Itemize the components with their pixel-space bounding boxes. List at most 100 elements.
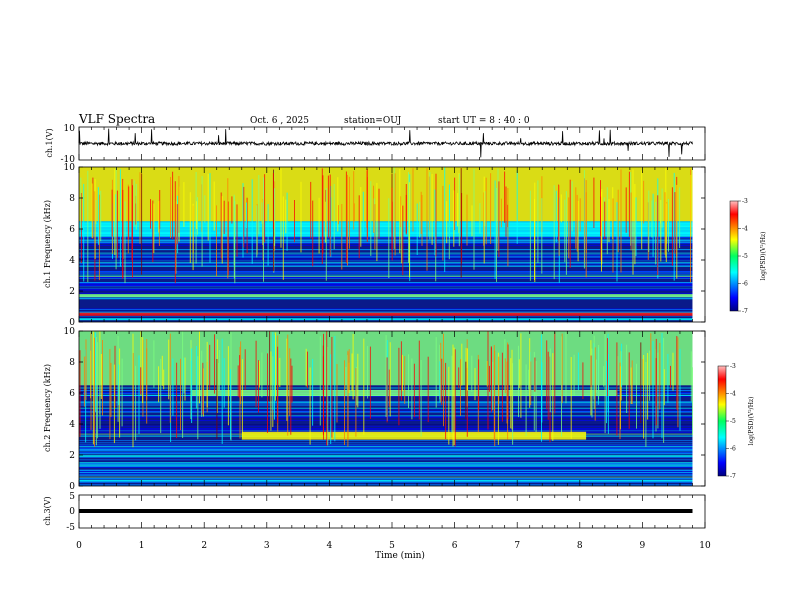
spectrogram-streak [649,350,651,401]
spectrogram-streak [79,350,81,437]
spectrogram-streak [258,360,259,413]
spectrogram-streak [327,347,329,446]
ch1-ylabel-line: ch.1 Frequency (kHz) [43,200,52,288]
spectrogram-streak [506,361,508,424]
spectrogram-streak [251,179,253,264]
spectrogram-line [79,445,693,447]
spectrogram-streak [510,358,512,429]
spectrogram-streak [83,356,85,407]
spectrogram-streak [87,170,89,282]
ch2-spectrogram-panel: 0 2 4 6 8 10 ch.2 Frequency (kHz) [43,327,706,492]
spectrogram-streak [270,351,272,431]
spectrogram-streak [409,182,410,278]
spectrogram-line [79,464,693,466]
spectrogram-streak [373,185,374,233]
spectrogram-streak [300,181,302,253]
spectrogram-streak [309,367,311,445]
spectrogram-streak [183,357,185,394]
spectrogram-line [79,442,693,444]
spectrogram-streak [553,185,555,280]
ch3-ytick-bottom: -5 [66,523,75,533]
spectrogram-streak [660,199,662,262]
x-tick-label: 0 [76,541,82,551]
spectrogram-streak [348,349,350,391]
spectrogram-streak [671,187,673,266]
spectrogram-line [79,242,693,243]
spectrogram-line [79,453,693,455]
spectrogram-streak [240,341,242,404]
spectrogram-streak [191,348,193,423]
spectrogram-streak [345,171,347,263]
spectrogram-streak [115,194,117,230]
spectrogram-streak [670,365,671,388]
spectrogram-streak [121,358,123,427]
spectrogram-streak [490,173,492,244]
spectrogram-streak [647,353,649,420]
spectrogram-line [79,463,693,464]
spectrogram-streak [275,332,276,401]
spectrogram-line [79,446,693,447]
spectrogram-streak [334,336,336,442]
spectrogram-streak [231,196,233,224]
spectrogram-ytick-label: 4 [69,256,75,266]
spectrogram-line [79,440,693,441]
spectrogram-streak [621,343,623,387]
spectrogram-streak [95,332,96,412]
spectrogram-streak [512,363,514,445]
spectrogram-streak [178,176,180,233]
spectrogram-line [79,270,693,272]
spectrogram-band-1 [79,221,693,237]
spectrogram-streak [158,200,160,246]
spectrogram-line [79,285,693,286]
spectrogram-ytick-label: 6 [69,225,75,235]
spectrogram-streak [674,192,676,254]
spectrogram-streak [239,355,241,398]
spectrogram-streak [258,360,260,388]
spectrogram-streak [454,349,456,447]
spectrogram-streak [511,349,513,430]
ch3-ytick-mid: 0 [69,507,75,517]
spectrogram-streak [427,356,429,423]
spectrogram-streak [312,358,314,426]
spectrogram-line [79,262,693,264]
spectrogram-streak [172,171,174,240]
spectrogram-streak [119,348,121,438]
spectrogram-streak [479,203,481,234]
spectrogram-streak [420,191,422,234]
spectrogram-ytick-label: 4 [69,420,75,430]
spectrogram-streak [453,190,455,247]
ch1-ytick-bottom: -10 [61,155,76,165]
spectrogram-streak [635,197,637,256]
spectrogram-line [79,243,693,245]
spectrogram-streak [642,359,644,386]
spectrogram-streak [652,341,654,439]
spectrogram-line [79,456,693,458]
spectrogram-line [79,473,693,475]
spectrogram-streak [577,201,579,262]
spectrogram-streak [223,358,225,408]
spectrogram-streak [484,191,486,226]
spectrogram-line [79,289,693,291]
x-axis-label: Time (min) [375,550,425,561]
spectrogram-streak [294,200,295,243]
spectrogram-streak [213,181,215,231]
spectrogram-streak [135,184,137,230]
spectrogram-streak [607,354,609,434]
ch1-colorbar: -3 -4 -5 -6 -7 log(PSD)(V²/Hz) [729,198,767,315]
spectrogram-line [79,472,693,473]
x-tick-label: 7 [514,541,520,551]
spectrogram-line [79,256,693,258]
spectrogram-streak [174,181,176,284]
spectrogram-streak [393,167,395,249]
spectrogram-streak [554,332,556,414]
spectrogram-streak [497,168,499,251]
spectrogram-line [79,446,693,448]
ch2-spectrogram-ylabel: ch.2 Frequency (kHz) [43,364,52,452]
spectrogram-line [79,284,693,286]
spectrogram-line [79,260,693,262]
ch1-waveform-line [78,128,693,158]
spectrogram-streak [434,189,436,256]
colorbar-tick-label: -3 [742,198,748,205]
spectrogram-streak [634,184,636,265]
spectrogram-streak [330,354,332,444]
